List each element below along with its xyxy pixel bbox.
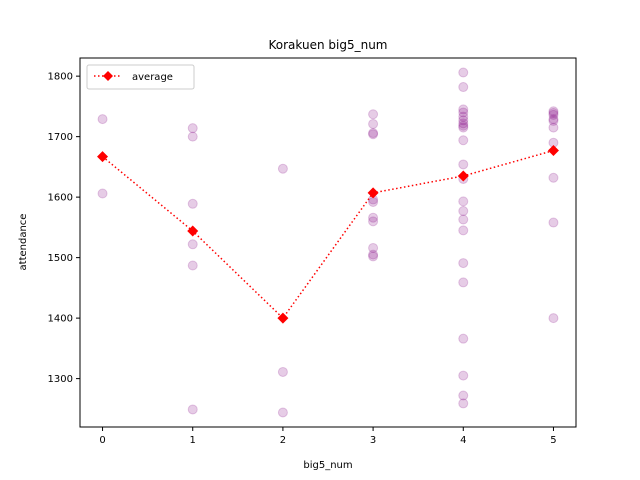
scatter-point — [458, 258, 469, 269]
x-tick-label: 0 — [99, 435, 105, 446]
average-series-layer — [97, 145, 559, 324]
scatter-point — [368, 249, 379, 260]
scatter-point — [458, 196, 469, 207]
scatter-point — [458, 225, 469, 236]
scatter-point — [97, 188, 108, 199]
scatter-point — [458, 277, 469, 288]
scatter-point — [458, 390, 469, 401]
scatter-point — [458, 67, 469, 78]
scatter-point — [277, 163, 288, 174]
average-line — [102, 149, 554, 320]
scatter-point — [458, 120, 469, 131]
average-marker — [97, 151, 109, 163]
plot-area — [80, 58, 576, 427]
scatter-point — [187, 123, 198, 134]
scatter-point — [548, 114, 559, 125]
scatter-point — [458, 333, 469, 344]
average-marker — [187, 225, 199, 237]
scatter-point — [187, 131, 198, 142]
y-axis-label: attendance — [18, 214, 29, 271]
scatter-point — [187, 198, 198, 209]
legend-label-average: average — [132, 72, 173, 83]
legend: average — [86, 64, 195, 90]
x-axis-label: big5_num — [303, 460, 352, 471]
y-tick-label: 1400 — [48, 314, 73, 325]
scatter-point — [548, 122, 559, 133]
scatter-point — [458, 107, 469, 118]
scatter-point — [458, 104, 469, 115]
scatter-point — [548, 106, 559, 117]
scatter-point — [548, 172, 559, 183]
scatter-point — [187, 260, 198, 271]
y-tick-label: 1700 — [48, 132, 73, 143]
y-axis: 1300 1400 1500 1600 1700 1800 — [48, 72, 80, 385]
scatter-point — [458, 206, 469, 217]
scatter-point — [458, 398, 469, 409]
y-tick-label: 1300 — [48, 374, 73, 385]
scatter-point — [548, 217, 559, 228]
scatter-point — [97, 114, 108, 125]
x-tick-label: 2 — [280, 435, 286, 446]
scatter-point — [548, 109, 559, 120]
legend-box — [86, 64, 195, 90]
scatter-point — [458, 370, 469, 381]
plot-frame — [79, 57, 577, 428]
x-tick-label: 1 — [190, 435, 196, 446]
scatter-point — [277, 407, 288, 418]
x-axis: 0 1 2 3 4 5 — [99, 427, 557, 446]
scatter-point — [368, 242, 379, 253]
average-marker — [547, 145, 559, 157]
x-tick-label: 4 — [460, 435, 466, 446]
scatter-point — [458, 82, 469, 93]
chart-title: Korakuen big5_num — [269, 38, 388, 52]
scatter-point — [458, 159, 469, 170]
x-tick-label: 3 — [370, 435, 376, 446]
y-tick-label: 1600 — [48, 193, 73, 204]
scatter-point — [458, 115, 469, 126]
scatter-layer — [97, 67, 559, 418]
scatter-point — [368, 109, 379, 120]
scatter-point — [548, 108, 559, 119]
x-tick-label: 5 — [550, 435, 556, 446]
legend-marker-average — [103, 71, 113, 81]
scatter-point — [458, 214, 469, 225]
scatter-point — [458, 118, 469, 129]
scatter-point — [548, 313, 559, 324]
y-tick-label: 1800 — [48, 72, 73, 83]
scatter-point — [187, 239, 198, 250]
scatter-point — [368, 128, 379, 139]
scatter-point — [458, 135, 469, 146]
scatter-point — [368, 129, 379, 140]
average-marker — [277, 312, 289, 324]
average-marker — [367, 187, 379, 199]
scatter-point — [548, 115, 559, 126]
scatter-point — [277, 366, 288, 377]
scatter-point — [368, 196, 379, 207]
scatter-point — [458, 111, 469, 122]
scatter-point — [187, 404, 198, 415]
scatter-point — [368, 251, 379, 262]
average-marker — [457, 170, 469, 182]
scatter-point — [458, 122, 469, 133]
scatter-point — [368, 118, 379, 129]
scatter-point — [368, 216, 379, 227]
y-tick-label: 1500 — [48, 253, 73, 264]
scatter-point — [368, 212, 379, 223]
